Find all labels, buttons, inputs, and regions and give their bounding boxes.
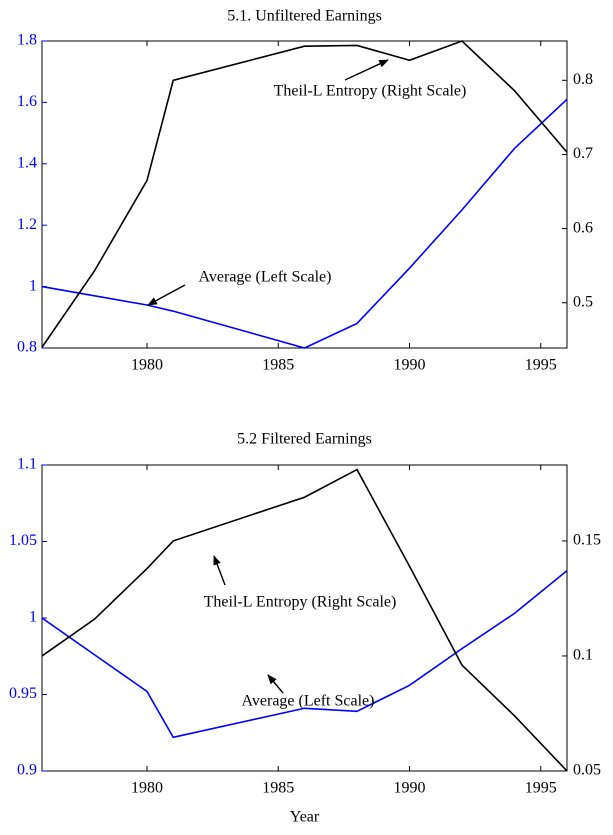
annotation: Theil-L Entropy (Right Scale) (204, 594, 397, 611)
y-tick-label: 1.4 (17, 154, 37, 171)
annotation: Average (Left Scale) (242, 693, 375, 710)
y2-tick-label: 0.8 (573, 71, 593, 88)
x-tick-label: 1985 (262, 780, 294, 797)
y-tick-label: 1 (29, 609, 37, 626)
x-tick-label: 1980 (131, 780, 163, 797)
y-tick-label: 0.8 (17, 339, 37, 356)
x-tick-label: 1990 (394, 357, 426, 374)
annotation-arrow (147, 284, 186, 306)
data-line (41, 98, 568, 349)
plot-frame (41, 464, 568, 772)
y-tick-label: 0.95 (9, 685, 37, 702)
y-tick-label: 0.9 (17, 762, 37, 779)
x-tick-label: 1980 (131, 357, 163, 374)
y-tick-label: 1 (29, 277, 37, 294)
x-tick-label: 1995 (525, 780, 557, 797)
annotation-arrow (267, 674, 284, 694)
chart-title: 5.1. Unfiltered Earnings (227, 8, 382, 25)
y-tick-label: 1.2 (17, 216, 37, 233)
y2-tick-label: 0.7 (573, 145, 593, 162)
y2-tick-label: 0.1 (573, 647, 593, 664)
x-tick-label: 1995 (525, 357, 557, 374)
x-tick-label: 1990 (394, 780, 426, 797)
annotation-arrow (344, 59, 389, 81)
y-tick-label: 1.05 (9, 532, 37, 549)
y2-tick-label: 0.15 (573, 532, 601, 549)
data-line (41, 468, 568, 772)
x-tick-label: 1985 (262, 357, 294, 374)
x-axis-label: Year (290, 809, 320, 826)
y-tick-label: 1.8 (17, 32, 37, 49)
annotation-arrow (213, 555, 226, 586)
data-line (41, 40, 568, 348)
y2-tick-label: 0.05 (573, 762, 601, 779)
chart-title: 5.2 Filtered Earnings (237, 431, 372, 448)
annotation: Average (Left Scale) (199, 269, 332, 286)
data-line (41, 569, 568, 739)
y-tick-label: 1.1 (17, 456, 37, 473)
y-tick-label: 1.6 (17, 93, 37, 110)
y2-tick-label: 0.5 (573, 293, 593, 310)
y2-tick-label: 0.6 (573, 219, 593, 236)
annotation: Theil-L Entropy (Right Scale) (274, 83, 467, 100)
